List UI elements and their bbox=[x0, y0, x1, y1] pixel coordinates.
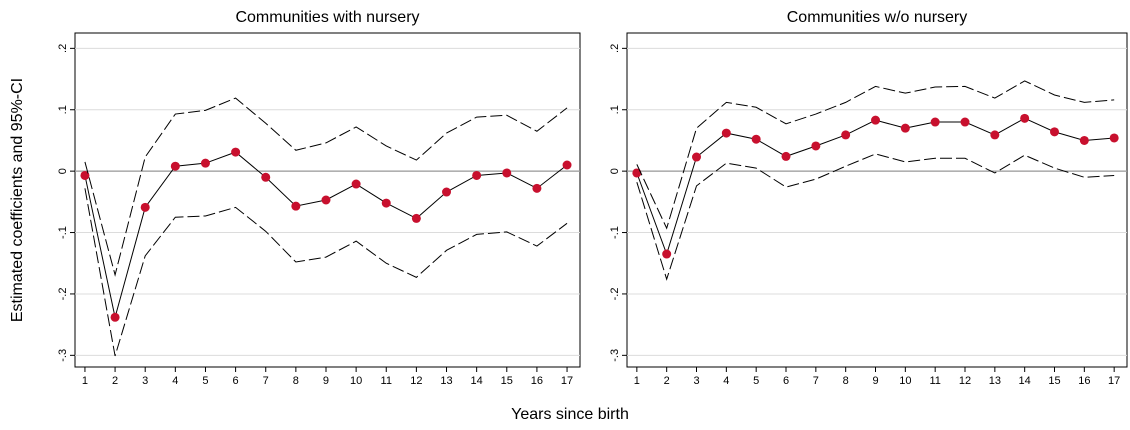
estimate-point bbox=[381, 198, 391, 208]
x-tick-label: 16 bbox=[1078, 375, 1090, 387]
estimate-point bbox=[632, 168, 642, 178]
ci-line bbox=[636, 153, 1115, 281]
estimate-point bbox=[1050, 127, 1060, 137]
x-tick-label: 13 bbox=[989, 375, 1001, 387]
x-tick-label: 9 bbox=[872, 375, 878, 387]
plot-frame bbox=[626, 32, 1128, 368]
estimate-point bbox=[502, 168, 512, 178]
estimate-line bbox=[84, 151, 568, 318]
estimate-point bbox=[562, 160, 572, 170]
y-tick-label: 0 bbox=[57, 168, 69, 174]
estimate-point bbox=[231, 147, 241, 157]
y-tick-label: -.1 bbox=[609, 226, 621, 239]
y-tick-label: 0 bbox=[609, 168, 621, 174]
estimate-point bbox=[1079, 135, 1089, 145]
estimate-point bbox=[532, 183, 542, 193]
x-tick-label: 3 bbox=[142, 375, 148, 387]
estimate-point bbox=[200, 158, 210, 168]
estimate-point bbox=[930, 117, 940, 127]
x-tick-label: 10 bbox=[899, 375, 911, 387]
y-tick-label: -.2 bbox=[609, 288, 621, 301]
y-tick-label: .2 bbox=[57, 44, 69, 53]
ci-line bbox=[84, 188, 568, 357]
x-tick-label: 6 bbox=[233, 375, 239, 387]
y-tick-label: .1 bbox=[57, 105, 69, 114]
chart-title: Communities w/o nursery bbox=[787, 9, 968, 26]
y-tick-label: .2 bbox=[609, 44, 621, 53]
x-tick-label: 14 bbox=[1019, 375, 1031, 387]
x-tick-label: 15 bbox=[501, 375, 513, 387]
y-tick-label: -.3 bbox=[57, 349, 69, 362]
x-tick-label: 17 bbox=[1108, 375, 1120, 387]
estimate-point bbox=[662, 249, 672, 259]
estimate-point bbox=[170, 161, 180, 171]
x-tick-label: 9 bbox=[323, 375, 329, 387]
plot-frame bbox=[74, 32, 581, 368]
x-tick-label: 7 bbox=[263, 375, 269, 387]
estimate-point bbox=[351, 179, 361, 189]
estimate-point bbox=[751, 134, 761, 144]
estimate-point bbox=[692, 152, 702, 162]
y-tick-label: -.1 bbox=[57, 226, 69, 239]
estimate-point bbox=[472, 170, 482, 180]
x-tick-label: 1 bbox=[82, 375, 88, 387]
x-tick-label: 10 bbox=[350, 375, 362, 387]
x-tick-label: 7 bbox=[813, 375, 819, 387]
estimate-point bbox=[80, 170, 90, 180]
x-tick-label: 4 bbox=[723, 375, 729, 387]
x-tick-label: 17 bbox=[561, 375, 573, 387]
x-tick-label: 2 bbox=[112, 375, 118, 387]
y-tick-label: -.2 bbox=[57, 288, 69, 301]
estimate-point bbox=[110, 312, 120, 322]
x-tick-label: 8 bbox=[293, 375, 299, 387]
x-tick-label: 12 bbox=[959, 375, 971, 387]
x-tick-label: 14 bbox=[471, 375, 483, 387]
x-tick-label: 3 bbox=[693, 375, 699, 387]
y-axis-label: Estimated coefficients and 95%-CI bbox=[9, 78, 26, 322]
x-tick-label: 5 bbox=[753, 375, 759, 387]
x-tick-label: 11 bbox=[381, 375, 392, 387]
x-tick-label: 13 bbox=[440, 375, 452, 387]
x-tick-label: 8 bbox=[843, 375, 849, 387]
estimate-line bbox=[636, 117, 1115, 256]
estimate-point bbox=[811, 141, 821, 151]
estimate-point bbox=[442, 187, 452, 197]
x-tick-label: 12 bbox=[410, 375, 422, 387]
estimate-point bbox=[990, 130, 1000, 140]
x-tick-label: 6 bbox=[783, 375, 789, 387]
estimate-point bbox=[140, 202, 150, 212]
estimate-point bbox=[1020, 113, 1030, 123]
estimate-point bbox=[321, 195, 331, 205]
ci-line bbox=[636, 80, 1115, 230]
estimate-point bbox=[721, 128, 731, 138]
y-tick-label: -.3 bbox=[609, 349, 621, 362]
x-tick-label: 11 bbox=[929, 375, 940, 387]
x-tick-label: 16 bbox=[531, 375, 543, 387]
estimate-point bbox=[781, 151, 791, 161]
estimate-point bbox=[900, 123, 910, 133]
x-tick-label: 5 bbox=[202, 375, 208, 387]
estimate-point bbox=[1109, 133, 1119, 143]
estimate-point bbox=[841, 130, 851, 140]
estimate-point bbox=[261, 172, 271, 182]
x-axis-label: Years since birth bbox=[511, 406, 629, 423]
y-tick-label: .1 bbox=[609, 105, 621, 114]
x-tick-label: 4 bbox=[172, 375, 178, 387]
estimate-point bbox=[871, 115, 881, 125]
chart-title: Communities with nursery bbox=[235, 9, 419, 26]
estimate-point bbox=[411, 213, 421, 223]
estimate-point bbox=[291, 201, 301, 211]
estimate-point bbox=[960, 117, 970, 127]
x-tick-label: 2 bbox=[664, 375, 670, 387]
x-tick-label: 1 bbox=[634, 375, 640, 387]
ci-line bbox=[84, 97, 568, 277]
x-tick-label: 15 bbox=[1048, 375, 1060, 387]
